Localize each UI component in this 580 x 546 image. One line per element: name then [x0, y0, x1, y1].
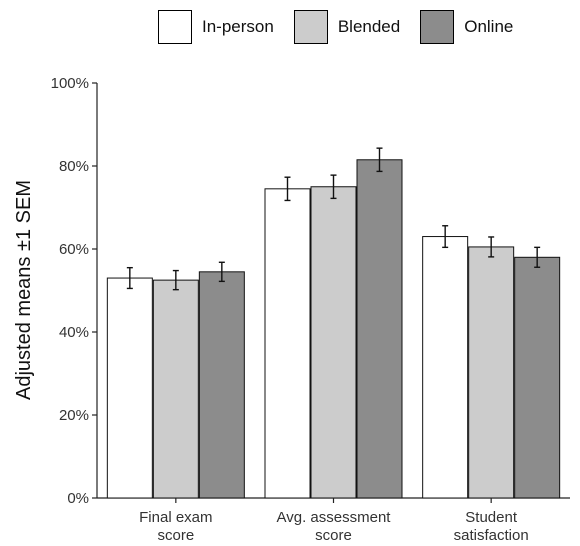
bar [422, 236, 469, 499]
x-tick-label: Student [465, 509, 518, 526]
x-tick-label: score [315, 527, 352, 544]
bar [468, 246, 515, 499]
bar [356, 159, 403, 499]
bar [106, 277, 153, 499]
y-tick-label: 40% [59, 324, 89, 341]
legend-item-online: Online [420, 10, 513, 44]
y-tick-label: 100% [51, 75, 89, 92]
x-tick-label: Avg. assessment [277, 509, 392, 526]
legend-swatch-blended [293, 10, 328, 44]
legend-label-blended: Blended [337, 17, 401, 36]
legend-swatch-online [420, 10, 455, 44]
legend-swatch-in-person [158, 10, 192, 44]
legend: In-person Blended Online [158, 10, 533, 44]
bar [264, 188, 311, 499]
y-tick-label: 80% [59, 158, 89, 175]
legend-label-online: Online [464, 17, 514, 36]
legend-item-blended: Blended [293, 10, 401, 44]
y-tick-label: 20% [59, 407, 89, 424]
y-tick-label: 0% [67, 490, 89, 507]
legend-item-in-person: In-person [158, 10, 274, 44]
bar [198, 271, 245, 499]
legend-label-in-person: In-person [202, 17, 274, 36]
bar [152, 279, 199, 499]
y-tick-label: 60% [59, 241, 89, 258]
x-tick-label: Final exam [139, 509, 212, 526]
bar [514, 256, 561, 499]
bar [310, 186, 357, 499]
x-tick-label: satisfaction [454, 527, 529, 544]
x-tick-label: score [157, 527, 194, 544]
y-axis-title: Adjusted means ±1 SEM [13, 180, 35, 400]
